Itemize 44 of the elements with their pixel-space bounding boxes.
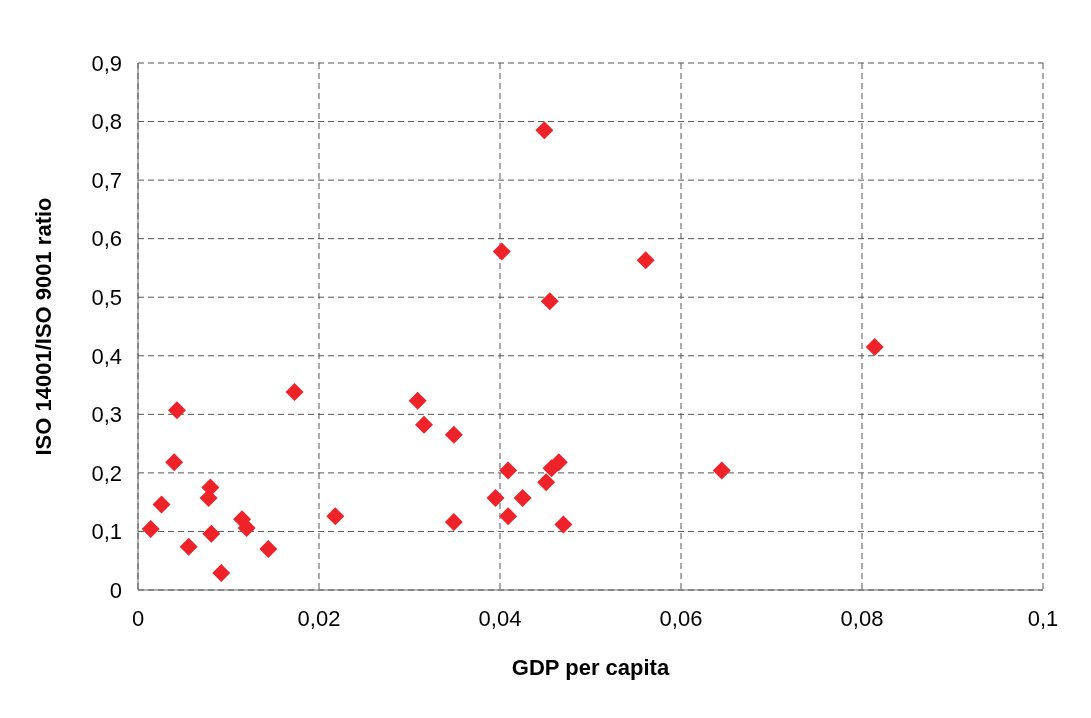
point — [165, 453, 184, 472]
y-tick-label: 0,3 — [91, 402, 122, 428]
point — [535, 121, 554, 140]
point — [326, 507, 345, 526]
point — [414, 415, 433, 434]
y-tick-label: 0 — [109, 577, 122, 603]
point — [499, 507, 518, 526]
point — [444, 513, 463, 532]
y-tick-label: 0,7 — [91, 167, 122, 193]
y-axis-title: ISO 14001/ISO 9001 ratio — [30, 197, 56, 456]
x-tick-label: 0,02 — [297, 605, 341, 631]
point — [259, 540, 278, 559]
point — [212, 564, 231, 583]
point — [285, 383, 304, 402]
y-tick-label: 0,4 — [91, 343, 122, 369]
y-tick-label: 0,2 — [91, 460, 122, 486]
x-tick-label: 0,08 — [840, 605, 884, 631]
point — [537, 473, 556, 492]
point — [513, 489, 532, 508]
point — [202, 524, 221, 543]
point — [712, 461, 731, 480]
y-tick-label: 0,5 — [91, 285, 122, 311]
point — [167, 401, 186, 420]
point — [444, 425, 463, 444]
point — [865, 337, 884, 356]
x-tick-label: 0 — [131, 605, 145, 631]
y-tick-label: 0,8 — [91, 109, 122, 135]
y-tick-label: 0,9 — [91, 50, 122, 76]
point — [141, 520, 160, 539]
point — [486, 489, 505, 508]
x-tick-label: 0,04 — [478, 605, 522, 631]
x-axis-title: GDP per capita — [511, 655, 670, 680]
point — [408, 391, 427, 410]
point — [636, 251, 655, 270]
point — [540, 292, 559, 311]
point — [499, 461, 518, 480]
point — [152, 495, 171, 514]
x-tick-label: 0,1 — [1027, 605, 1059, 631]
point — [179, 537, 198, 556]
y-tick-label: 0,6 — [91, 226, 122, 252]
point — [492, 242, 511, 261]
y-tick-label: 0,1 — [91, 519, 122, 545]
point — [554, 515, 573, 534]
x-tick-label: 0,06 — [659, 605, 703, 631]
